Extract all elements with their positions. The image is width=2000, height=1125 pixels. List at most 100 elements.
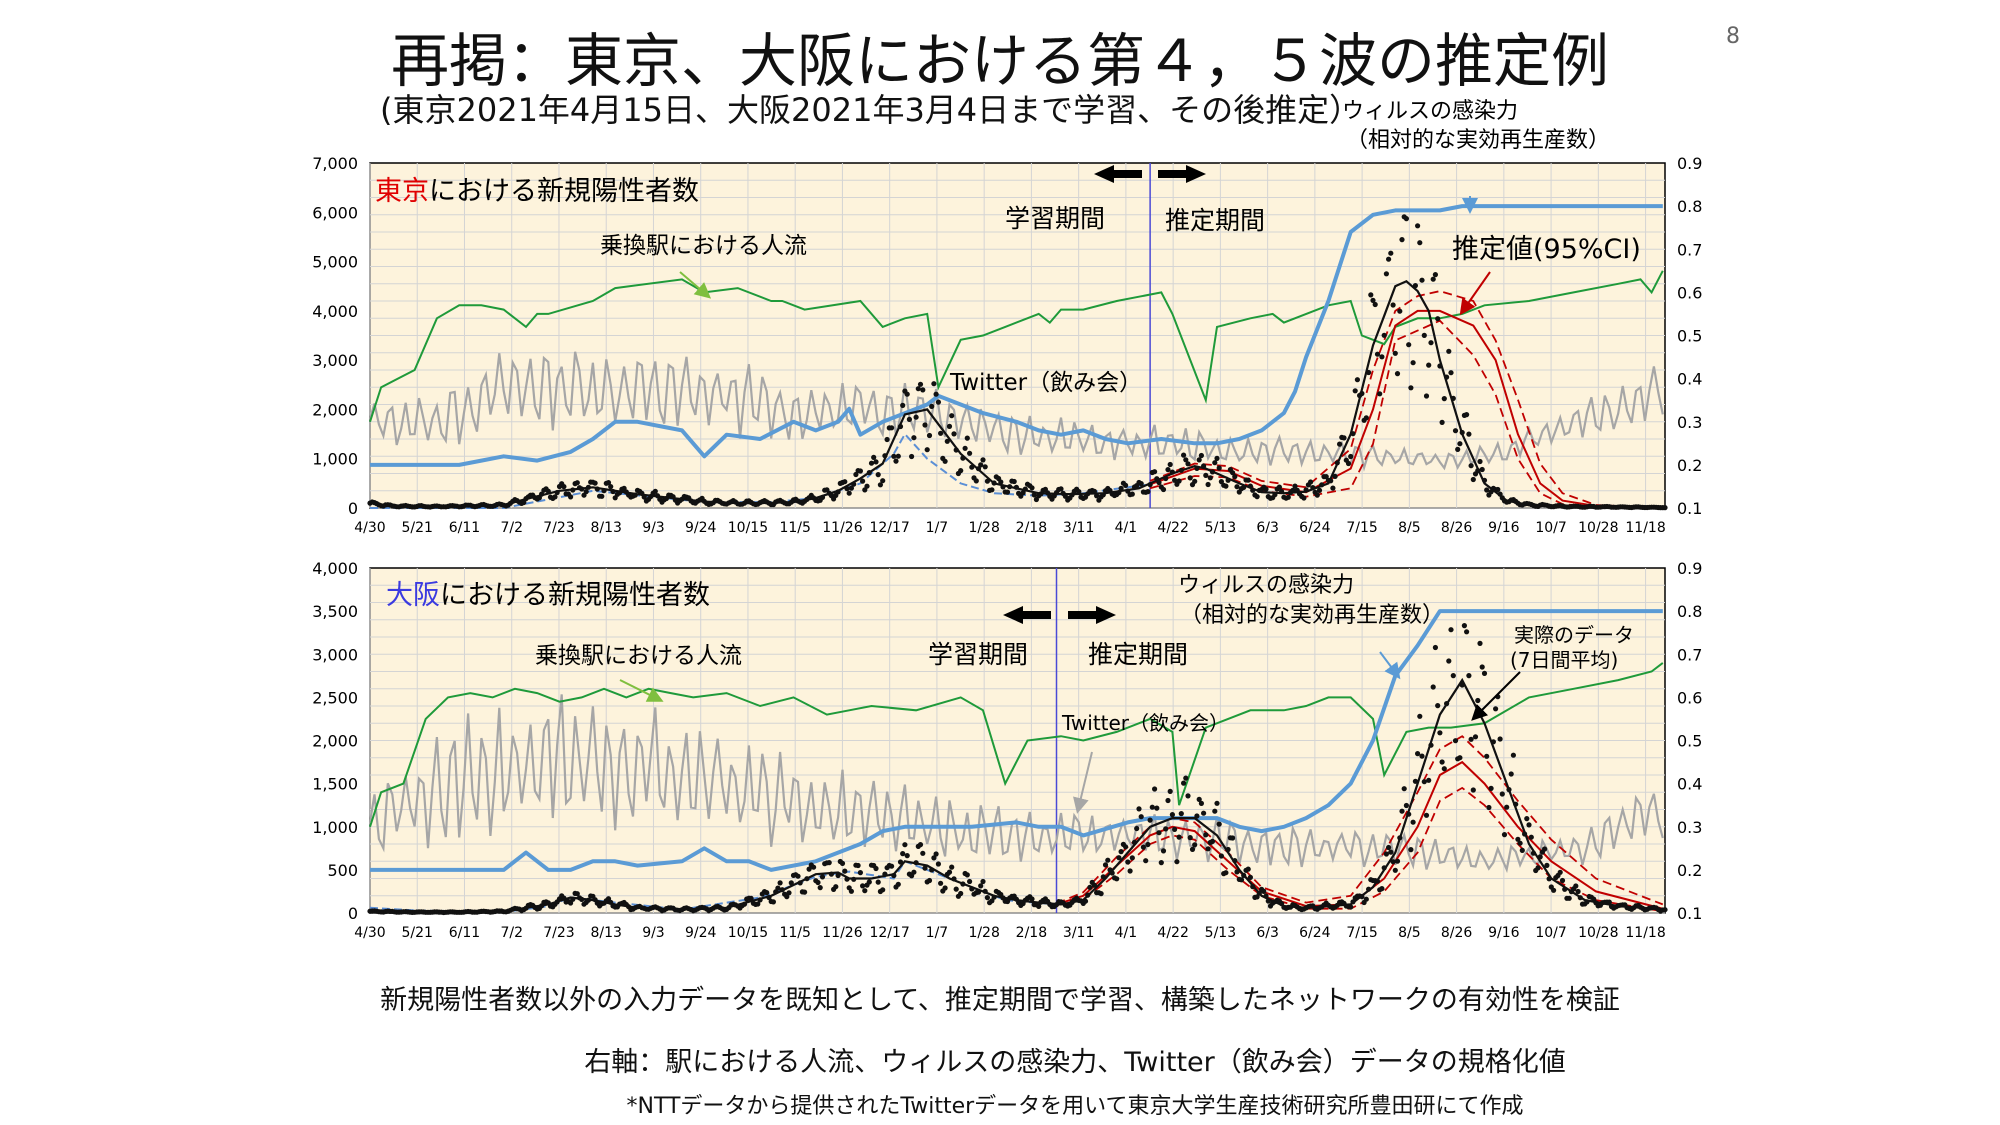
osaka-daily-case-point (1522, 831, 1528, 837)
tokyo-daily-case-point (1423, 393, 1430, 399)
tokyo-daily-case-point (897, 423, 904, 430)
tokyo-daily-case-point (1196, 457, 1202, 463)
osaka-daily-case-point (561, 895, 567, 901)
tokyo-daily-case-point (931, 381, 937, 387)
tokyo-virus-annotation-1: ウィルスの感染力 (1342, 99, 1518, 124)
tokyo-daily-case-point (1337, 441, 1343, 447)
tokyo-daily-case-point (933, 391, 939, 397)
tokyo-daily-case-point (873, 459, 879, 465)
osaka-daily-case-point (866, 879, 872, 885)
osaka-daily-case-point (1486, 804, 1492, 811)
tokyo-daily-case-point (851, 481, 857, 487)
tokyo-daily-case-point (866, 470, 872, 476)
osaka-x-tick-label: 4/1 (1115, 925, 1138, 941)
tokyo-daily-case-point (1464, 412, 1470, 418)
tokyo-x-tick-label: 6/3 (1256, 520, 1279, 536)
osaka-x-tick-label: 8/13 (590, 925, 621, 941)
tokyo-train-arrow (1094, 165, 1142, 183)
tokyo-daily-case-point (605, 480, 612, 486)
tokyo-daily-case-point (1430, 276, 1436, 282)
tokyo-daily-case-point (1457, 441, 1463, 447)
osaka-right-tick-label: 0.8 (1677, 602, 1702, 621)
tokyo-prediction-annotation: 推定値(95%CI) (1452, 234, 1641, 265)
osaka-left-tick-label: 1,500 (312, 775, 358, 794)
osaka-daily-case-point (1238, 877, 1245, 883)
osaka-daily-case-point (1470, 787, 1476, 793)
tokyo-daily-case-point (1377, 391, 1383, 397)
tokyo-daily-case-point (1334, 460, 1340, 466)
tokyo-daily-case-point (1448, 370, 1454, 376)
tokyo-left-tick-label: 6,000 (312, 203, 358, 222)
tokyo-daily-case-point (1441, 396, 1447, 402)
osaka-daily-case-point (815, 879, 821, 886)
osaka-daily-case-point (1381, 865, 1387, 871)
tokyo-daily-case-point (1181, 452, 1187, 458)
tokyo-right-tick-label: 0.9 (1677, 154, 1702, 173)
tokyo-daily-case-point (980, 457, 986, 463)
tokyo-daily-case-point (1415, 223, 1421, 229)
osaka-x-tick-label: 11/18 (1625, 925, 1665, 941)
osaka-daily-case-point (1510, 752, 1516, 758)
osaka-daily-case-point (1091, 882, 1097, 888)
osaka-daily-case-point (1165, 797, 1171, 804)
tokyo-daily-case-point (1459, 429, 1465, 436)
tokyo-daily-case-point (1455, 446, 1461, 452)
osaka-daily-case-point (1100, 874, 1106, 880)
tokyo-daily-case-point (1390, 302, 1396, 308)
tokyo-daily-case-point (1163, 475, 1169, 482)
tokyo-region-label: 東京 (375, 176, 429, 207)
osaka-daily-case-point (1209, 838, 1216, 845)
osaka-daily-case-point (1178, 811, 1184, 817)
tokyo-daily-case-point (561, 484, 567, 490)
osaka-daily-case-point (1515, 836, 1521, 842)
osaka-daily-case-point (833, 884, 839, 890)
osaka-predict-arrow (1068, 606, 1116, 624)
osaka-daily-case-point (1149, 804, 1155, 810)
tokyo-daily-case-point (1138, 481, 1144, 487)
tokyo-daily-case-point (967, 450, 973, 456)
osaka-daily-case-point (777, 880, 783, 886)
osaka-x-tick-label: 2/18 (1016, 925, 1047, 941)
tokyo-daily-case-point (1444, 374, 1450, 380)
osaka-virus-series (370, 609, 1663, 872)
tokyo-daily-case-point (1147, 482, 1153, 488)
osaka-daily-case-point (1401, 786, 1407, 792)
tokyo-daily-case-point (1368, 292, 1374, 298)
tokyo-chart-title: 東京における新規陽性者数 (375, 176, 699, 207)
osaka-daily-case-point (1036, 903, 1042, 910)
tokyo-daily-case-point (1285, 494, 1291, 500)
tokyo-x-tick-label: 8/5 (1398, 520, 1421, 536)
tokyo-x-tick-label: 5/21 (402, 520, 433, 536)
tokyo-daily-case-point (1160, 486, 1167, 493)
tokyo-daily-case-point (1209, 469, 1216, 475)
tokyo-daily-case-point (1406, 342, 1412, 348)
tokyo-daily-case-point (554, 489, 560, 496)
osaka-daily-case-point (1415, 751, 1421, 757)
tokyo-daily-case-point (906, 416, 913, 422)
tokyo-daily-case-point (1432, 272, 1438, 278)
tokyo-x-tick-label: 4/30 (354, 520, 385, 536)
tokyo-daily-case-point (926, 432, 933, 439)
tokyo-daily-case-point (938, 430, 944, 436)
tokyo-annotations: 東京における新規陽性者数 乗換駅における人流 Twitter（飲み会） ウィルス… (375, 99, 1641, 396)
osaka-daily-case-point (1386, 844, 1392, 851)
osaka-x-tick-label: 1/28 (968, 925, 999, 941)
tokyo-daily-case-point (1330, 485, 1336, 491)
osaka-daily-case-point (1417, 713, 1423, 719)
tokyo-chart: 0 1,000 2,000 3,000 4,000 5,000 6,000 7,000 0.1 0… (312, 99, 1702, 536)
osaka-daily-case-point (1225, 846, 1231, 853)
osaka-daily-case-point (1472, 734, 1479, 740)
tokyo-daily-case-point (1279, 488, 1285, 495)
tokyo-daily-case-point (594, 486, 600, 492)
osaka-daily-case-point (1145, 841, 1151, 848)
tokyo-daily-case-point (1187, 475, 1193, 481)
osaka-train-label: 学習期間 (928, 640, 1028, 669)
osaka-daily-case-point (1481, 670, 1488, 677)
tokyo-daily-case-point (1154, 476, 1160, 482)
osaka-daily-case-point (1606, 899, 1612, 905)
osaka-daily-case-point (935, 861, 942, 867)
osaka-daily-case-point (1406, 811, 1412, 817)
tokyo-daily-case-point (1452, 428, 1459, 434)
osaka-daily-case-point (766, 894, 772, 901)
